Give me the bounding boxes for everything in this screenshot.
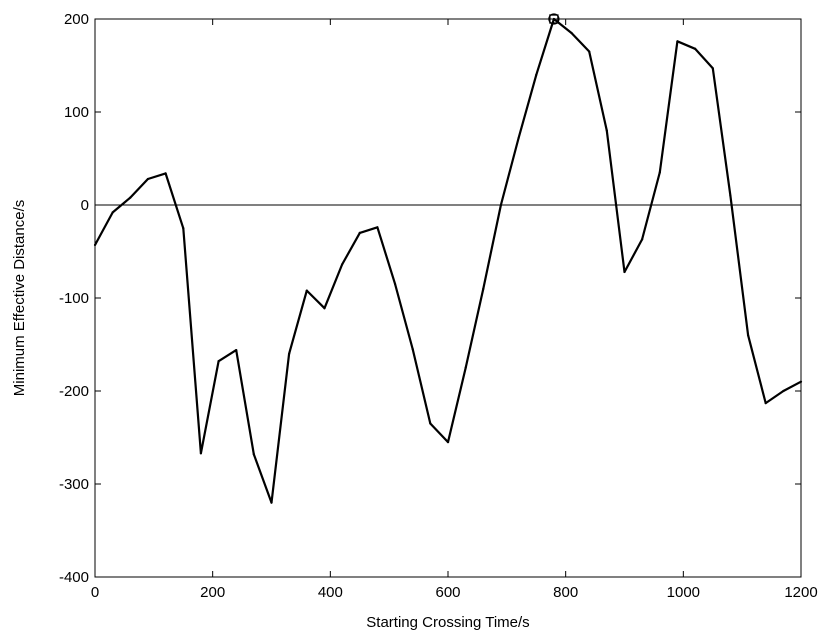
data-point bbox=[111, 211, 114, 214]
y-axis-ticks: -400 -300 -200 -100 0 100 200 bbox=[59, 11, 801, 586]
data-point bbox=[129, 196, 132, 199]
y-tick-label: 200 bbox=[64, 11, 89, 28]
x-tick-label: 1000 bbox=[667, 584, 700, 601]
x-tick-label: 1200 bbox=[784, 584, 817, 601]
x-axis-ticks: 0 200 400 600 800 1000 1200 bbox=[91, 19, 818, 601]
data-point bbox=[729, 194, 732, 197]
data-point bbox=[641, 238, 644, 241]
data-point bbox=[570, 31, 573, 35]
x-tick-label: 600 bbox=[435, 584, 460, 601]
data-point bbox=[393, 282, 397, 286]
data-point bbox=[799, 380, 803, 383]
data-point bbox=[235, 348, 238, 352]
x-tick-label: 0 bbox=[91, 584, 99, 601]
data-point bbox=[782, 389, 785, 393]
data-point bbox=[623, 270, 626, 274]
y-tick-label: -200 bbox=[59, 383, 89, 400]
data-point bbox=[182, 227, 185, 230]
plot-area bbox=[93, 13, 803, 578]
y-tick-label: -300 bbox=[59, 476, 89, 493]
data-point bbox=[746, 334, 750, 337]
data-point bbox=[323, 307, 326, 310]
y-tick-label: -400 bbox=[59, 569, 89, 586]
data-point bbox=[146, 177, 150, 181]
data-point bbox=[482, 287, 485, 290]
x-tick-label: 400 bbox=[318, 584, 343, 601]
data-point bbox=[711, 67, 714, 70]
data-point bbox=[358, 231, 361, 234]
data-point bbox=[270, 501, 273, 504]
data-point bbox=[411, 348, 414, 351]
x-axis-label: Starting Crossing Time/s bbox=[366, 614, 529, 631]
y-tick-label: 0 bbox=[81, 197, 89, 214]
data-point bbox=[552, 17, 556, 21]
data-point bbox=[764, 401, 767, 405]
data-point bbox=[464, 366, 467, 369]
data-point bbox=[376, 226, 379, 229]
data-point bbox=[535, 73, 538, 76]
data-point bbox=[252, 453, 255, 456]
data-point bbox=[341, 263, 344, 266]
x-tick-label: 800 bbox=[553, 584, 578, 601]
data-point bbox=[694, 47, 697, 50]
data-point bbox=[288, 352, 291, 355]
y-tick-label: 100 bbox=[64, 104, 89, 121]
data-point bbox=[164, 172, 167, 175]
data-point bbox=[517, 136, 520, 140]
data-point bbox=[305, 289, 308, 292]
plot-frame bbox=[94, 18, 802, 578]
max-marker-square bbox=[549, 14, 559, 24]
data-point bbox=[446, 441, 450, 444]
data-point bbox=[676, 40, 679, 43]
y-axis-label: Minimum Effective Distance/s bbox=[11, 200, 28, 396]
data-point bbox=[499, 203, 503, 207]
data-point bbox=[429, 422, 432, 425]
data-point bbox=[93, 243, 97, 247]
data-point bbox=[199, 452, 202, 455]
data-point bbox=[658, 171, 661, 174]
y-tick-label: -100 bbox=[59, 290, 89, 307]
data-point bbox=[605, 129, 608, 132]
max-marker-circle bbox=[548, 13, 560, 25]
data-point bbox=[588, 50, 591, 53]
x-tick-label: 200 bbox=[200, 584, 225, 601]
data-point bbox=[217, 360, 220, 363]
